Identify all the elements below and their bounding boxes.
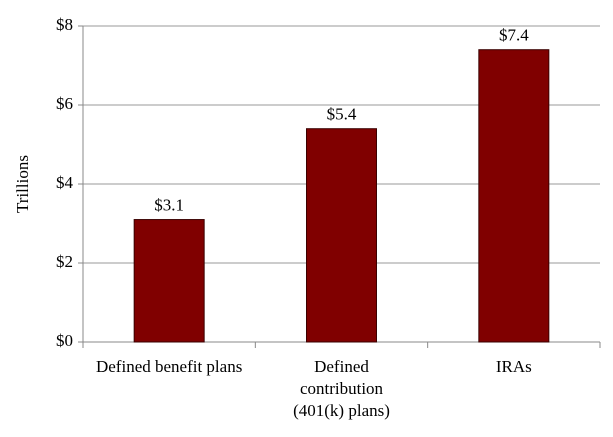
value-label: $5.4 — [327, 105, 357, 124]
bar — [478, 49, 550, 343]
value-label: $7.4 — [499, 26, 529, 45]
y-tick-label: $4 — [56, 173, 74, 192]
x-tick-label: IRAs — [495, 357, 532, 376]
y-axis-label: Trillions — [13, 155, 32, 213]
y-tick-label: $8 — [56, 15, 73, 34]
y-tick-label: $2 — [56, 252, 73, 271]
bar — [306, 128, 377, 343]
value-label: $3.1 — [154, 195, 184, 214]
bar — [133, 219, 205, 343]
y-tick-label: $6 — [56, 94, 73, 113]
x-tick-label: Defined benefit plans — [95, 357, 243, 376]
y-tick-label: $0 — [56, 331, 73, 350]
x-tick-label: Defined contribution (401(k) plans) — [293, 357, 390, 420]
